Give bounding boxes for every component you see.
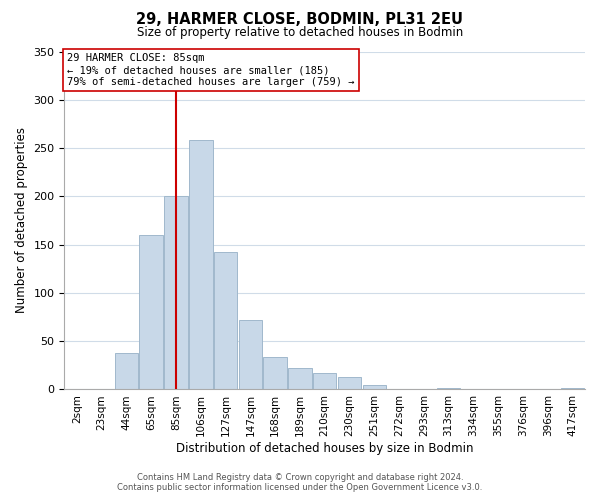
Bar <box>263 356 287 390</box>
Text: 29, HARMER CLOSE, BODMIN, PL31 2EU: 29, HARMER CLOSE, BODMIN, PL31 2EU <box>137 12 464 28</box>
Bar <box>139 235 163 390</box>
Bar <box>288 368 311 390</box>
Text: Size of property relative to detached houses in Bodmin: Size of property relative to detached ho… <box>137 26 463 39</box>
Bar <box>362 384 386 390</box>
Bar <box>164 196 188 390</box>
Bar <box>239 320 262 390</box>
Text: Contains HM Land Registry data © Crown copyright and database right 2024.
Contai: Contains HM Land Registry data © Crown c… <box>118 473 482 492</box>
Bar <box>313 373 337 390</box>
Text: 29 HARMER CLOSE: 85sqm
← 19% of detached houses are smaller (185)
79% of semi-de: 29 HARMER CLOSE: 85sqm ← 19% of detached… <box>67 54 355 86</box>
Bar <box>189 140 212 390</box>
Bar <box>115 353 138 390</box>
Bar <box>338 377 361 390</box>
Bar <box>214 252 238 390</box>
Bar <box>561 388 584 390</box>
Bar <box>437 388 460 390</box>
Y-axis label: Number of detached properties: Number of detached properties <box>15 128 28 314</box>
X-axis label: Distribution of detached houses by size in Bodmin: Distribution of detached houses by size … <box>176 442 473 455</box>
